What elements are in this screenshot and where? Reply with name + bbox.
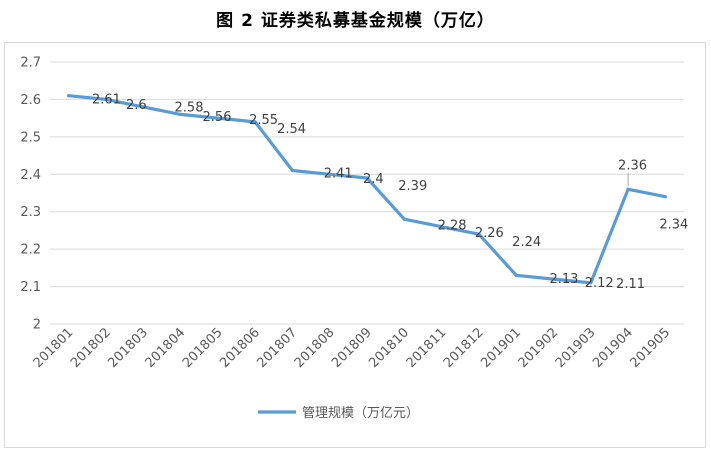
- data-label: 2.26: [475, 226, 504, 241]
- data-label: 2.58: [175, 100, 204, 115]
- data-label: 2.4: [363, 172, 384, 187]
- x-tick-label: 201904: [590, 325, 636, 371]
- data-label: 2.28: [438, 219, 467, 234]
- data-label: 2.11: [616, 277, 645, 292]
- x-tick-label: 201807: [255, 325, 301, 371]
- y-tick-label: 2.5: [20, 130, 41, 145]
- x-tick-label: 201802: [68, 325, 114, 371]
- data-label: 2.24: [512, 235, 541, 250]
- data-point: [514, 273, 518, 277]
- x-tick-label: 201812: [441, 325, 487, 371]
- x-tick-label: 201810: [366, 325, 412, 371]
- y-tick-label: 2.7: [20, 56, 41, 71]
- data-point: [439, 225, 444, 229]
- data-label: 2.61: [92, 92, 121, 107]
- data-label: 2.12: [585, 276, 614, 291]
- x-tick-label: 201806: [217, 325, 263, 371]
- x-tick-label: 201905: [627, 325, 673, 371]
- data-point: [589, 281, 593, 285]
- legend-label: 管理规模（万亿元）: [302, 406, 419, 421]
- data-label: 2.54: [277, 122, 306, 137]
- data-point: [216, 116, 220, 120]
- data-point: [328, 172, 332, 176]
- y-tick-label: 2.3: [20, 205, 41, 220]
- series-line: [66, 94, 668, 285]
- data-point: [104, 97, 108, 102]
- x-tick-label: 201901: [478, 325, 524, 371]
- data-point: [290, 168, 295, 173]
- data-label: 2.56: [203, 110, 232, 125]
- x-tick-label: 201805: [180, 325, 226, 371]
- x-tick-label: 201902: [516, 325, 562, 371]
- chart-title: 图 2 证券类私募基金规模（万亿）: [216, 11, 495, 31]
- x-tick-label: 201809: [329, 325, 375, 371]
- data-label: 2.34: [659, 218, 688, 233]
- data-label: 2.36: [618, 158, 647, 173]
- data-label: 2.6: [126, 98, 147, 113]
- data-point: [253, 120, 257, 124]
- data-point: [663, 195, 667, 199]
- data-point: [551, 277, 556, 281]
- y-tick-label: 2.4: [20, 168, 41, 183]
- data-point: [178, 112, 183, 116]
- y-tick-label: 2.6: [20, 93, 41, 108]
- data-label: 2.55: [249, 113, 278, 128]
- x-tick-label: 201808: [292, 325, 338, 371]
- data-label: 2.41: [324, 166, 353, 181]
- x-tick-label: 201804: [143, 325, 189, 371]
- y-tick-label: 2.2: [20, 243, 41, 258]
- data-point: [626, 187, 630, 191]
- data-point: [477, 232, 481, 236]
- chart-frame: [4, 42, 706, 448]
- x-tick-label: 201903: [553, 325, 599, 371]
- y-tick-label: 2.1: [20, 280, 41, 295]
- x-tick-label: 201811: [404, 325, 450, 371]
- data-label: 2.13: [549, 272, 578, 287]
- data-point: [402, 217, 406, 221]
- x-tick-label: 201803: [105, 325, 151, 371]
- data-point: [67, 94, 71, 98]
- data-label: 2.39: [398, 179, 427, 194]
- data-point: [141, 105, 145, 109]
- y-tick-label: 2: [33, 318, 41, 333]
- data-point: [365, 176, 369, 180]
